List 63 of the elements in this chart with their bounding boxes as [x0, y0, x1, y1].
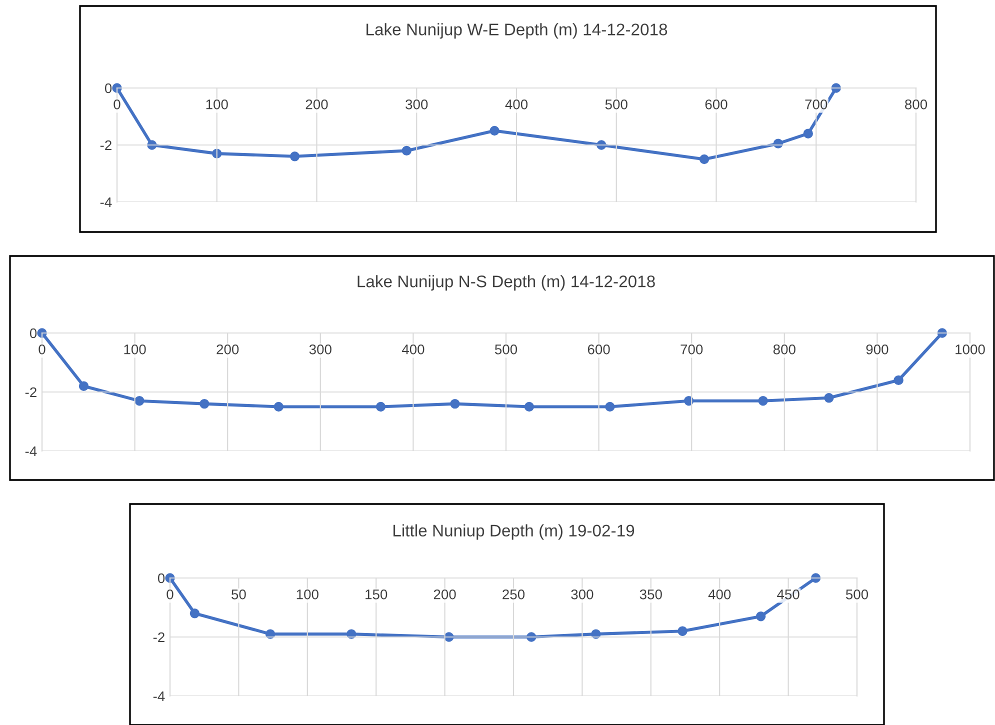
y-tick-label: -4	[100, 197, 112, 208]
point	[824, 393, 834, 403]
point	[78, 381, 89, 391]
y-tick-label: 0	[30, 328, 37, 338]
y-tick-label: 0	[158, 573, 165, 584]
y-tick-label: -2	[100, 140, 112, 150]
x-tick-label: 800	[773, 344, 796, 354]
point	[758, 396, 768, 406]
x-tick-label: 400	[402, 344, 424, 354]
x-tick-label: 100	[296, 589, 318, 600]
x-tick-label: 700	[680, 344, 703, 354]
x-tick-label: 300	[406, 99, 428, 110]
point	[699, 154, 710, 164]
x-tick-label: 450	[777, 589, 800, 600]
y-tick-label: 0	[104, 83, 112, 94]
point	[894, 375, 904, 386]
x-tick-label: 350	[640, 589, 662, 600]
point	[605, 402, 615, 412]
y-tick-label: -2	[25, 387, 36, 398]
point	[376, 402, 386, 412]
x-tick-label: 200	[434, 589, 456, 600]
point	[290, 152, 300, 162]
y-tick-label: -4	[153, 691, 165, 702]
point	[190, 608, 200, 618]
x-tick-label: 150	[366, 589, 388, 600]
x-tick-label: 1000	[956, 344, 985, 354]
x-tick-label: 0	[166, 589, 174, 600]
x-tick-label: 100	[124, 344, 146, 354]
point	[134, 396, 144, 406]
x-tick-label: 250	[502, 589, 525, 600]
point	[200, 398, 210, 409]
chart-title: Little Nuniup Depth (m) 19-02-19	[394, 524, 634, 540]
point	[402, 146, 412, 156]
x-tick-label: 700	[805, 99, 828, 110]
x-tick-label: 500	[494, 344, 518, 354]
x-tick-label: 50	[232, 589, 246, 600]
x-tick-label: 200	[216, 344, 239, 354]
point	[756, 611, 766, 622]
x-tick-label: 400	[708, 589, 731, 600]
x-tick-label: 0	[38, 344, 46, 354]
x-tick-label: 900	[866, 344, 888, 354]
x-tick-label: 800	[905, 99, 928, 110]
x-tick-label: 600	[588, 344, 610, 354]
point	[803, 128, 813, 138]
point	[274, 402, 284, 412]
point	[591, 629, 601, 639]
chart-title: Lake Nunijup W-E Depth (m) 14-12-2018	[366, 23, 668, 39]
point	[490, 126, 500, 136]
x-tick-label: 100	[206, 99, 228, 110]
x-tick-label: 500	[846, 589, 868, 600]
x-tick-label: 200	[306, 99, 328, 110]
y-tick-label: -2	[153, 632, 164, 642]
chart-title: Lake Nunijup N-S Depth (m) 14-12-2018	[358, 275, 655, 291]
point	[678, 626, 688, 636]
x-tick-label: 500	[605, 99, 628, 110]
x-tick-label: 600	[705, 99, 728, 110]
x-tick-label: 0	[114, 99, 120, 110]
x-tick-label: 300	[571, 589, 594, 600]
y-tick-label: -4	[25, 446, 37, 456]
point	[524, 402, 534, 412]
point	[450, 398, 460, 409]
x-tick-label: 400	[505, 99, 528, 110]
x-tick-label: 300	[309, 344, 332, 354]
